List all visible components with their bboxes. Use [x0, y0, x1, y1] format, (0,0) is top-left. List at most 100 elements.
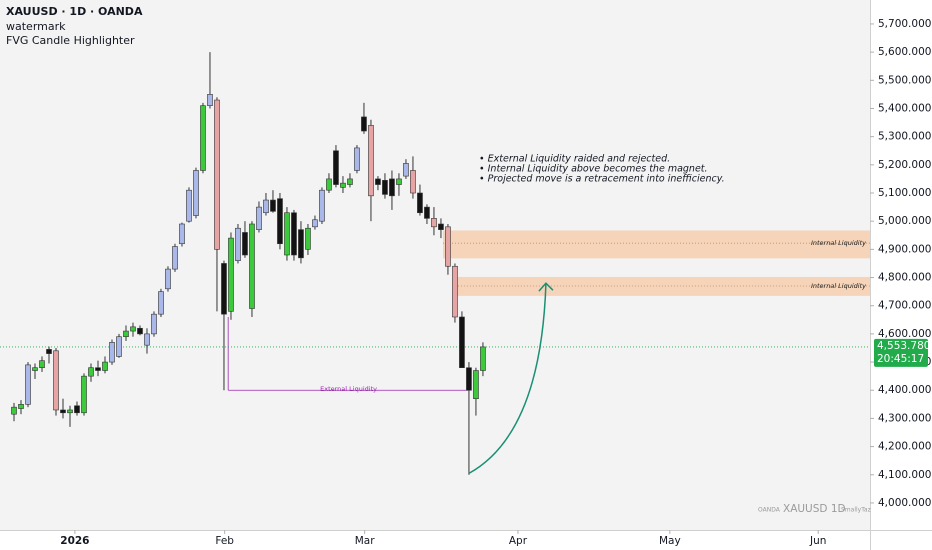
candle-body — [60, 409, 66, 414]
candle-body — [424, 206, 430, 219]
candle-body — [200, 105, 206, 171]
candle-body — [74, 405, 80, 414]
y-tick-label: 5,000.000 — [878, 215, 931, 227]
candle-body — [102, 361, 108, 371]
candle-body — [452, 265, 458, 318]
y-tick-label: 5,600.000 — [878, 46, 931, 58]
x-tick-label: 2026 — [60, 535, 89, 547]
candle-body — [368, 125, 374, 197]
countdown: 20:45:17 — [877, 353, 924, 365]
y-tick-label: 4,800.000 — [878, 272, 931, 284]
candle-body — [396, 178, 402, 185]
y-tick-label: 5,300.000 — [878, 131, 931, 143]
candle-body — [249, 223, 255, 309]
candle-body — [417, 192, 423, 214]
candle-body — [18, 404, 24, 409]
x-tick-label: Feb — [215, 535, 234, 547]
candle-body — [403, 163, 409, 177]
y-tick-label: 4,300.000 — [878, 412, 931, 424]
candle-body — [466, 367, 472, 391]
y-tick-label: 4,000.000 — [878, 497, 931, 509]
candle-body — [284, 212, 290, 256]
plot-background — [0, 0, 870, 530]
candle-body — [186, 189, 192, 222]
candle-body — [67, 409, 73, 414]
candle-body — [242, 232, 248, 256]
y-tick-label: 4,600.000 — [878, 328, 931, 340]
candle-body — [382, 180, 388, 195]
candle-body — [130, 326, 136, 332]
candle-body — [151, 313, 157, 335]
liquidity-label: External Liquidity — [320, 385, 377, 393]
candle-body — [277, 198, 283, 245]
candle-body — [375, 178, 381, 185]
y-tick-label: 5,500.000 — [878, 74, 931, 86]
y-tick-label: 5,700.000 — [878, 18, 931, 30]
candle-body — [459, 316, 465, 369]
note: • External Liquidity raided and rejected… — [479, 154, 670, 165]
candle-body — [305, 227, 311, 250]
watermark: XAUUSD 1D — [783, 503, 846, 515]
candle-body — [389, 178, 395, 197]
candle-body — [25, 364, 31, 405]
candle-body — [319, 189, 325, 222]
candle-body — [326, 178, 332, 191]
candle-body — [179, 223, 185, 245]
candle-body — [263, 199, 269, 214]
candle-body — [445, 226, 451, 267]
y-tick-label: 5,200.000 — [878, 159, 931, 171]
last-price-label: 4,553.780 — [877, 340, 930, 352]
candle-body — [312, 219, 318, 228]
candle-body — [347, 178, 353, 185]
candle-body — [81, 375, 87, 414]
candle-body — [46, 349, 52, 354]
note: • Projected move is a retracement into i… — [479, 174, 725, 185]
candle-body — [410, 170, 416, 194]
candle-body — [235, 227, 241, 261]
watermark: SmallyTaz — [841, 507, 871, 514]
candle-body — [361, 116, 367, 132]
candle-body — [88, 367, 94, 377]
candle-body — [109, 342, 115, 363]
candle-body — [438, 223, 444, 230]
candle-body — [214, 99, 220, 250]
x-tick-label: May — [659, 535, 681, 547]
candle-body — [480, 346, 486, 371]
candle-body — [270, 199, 276, 212]
candle-body — [431, 218, 437, 228]
candle-body — [165, 268, 171, 290]
y-tick-label: 4,100.000 — [878, 469, 931, 481]
projection-arrow — [468, 283, 547, 475]
candle-body — [144, 333, 150, 346]
fvg-zone — [443, 230, 870, 259]
y-tick-label: 4,900.000 — [878, 243, 931, 255]
candle-body — [193, 170, 199, 216]
candle-body — [333, 150, 339, 185]
candle-body — [354, 147, 360, 171]
indicator: FVG Candle Highlighter — [6, 34, 135, 47]
y-tick-label: 5,100.000 — [878, 187, 931, 199]
candle-body — [116, 336, 122, 357]
candle-body — [207, 94, 213, 106]
zone-label: Internal Liquidity — [811, 282, 866, 290]
zone-label: Internal Liquidity — [811, 239, 866, 247]
candle-body — [298, 229, 304, 259]
candle-body — [137, 327, 143, 335]
y-tick-label: 4,400.000 — [878, 384, 931, 396]
last-price-box — [874, 338, 928, 367]
y-tick-label: 5,400.000 — [878, 102, 931, 114]
candle-body — [473, 370, 479, 399]
candle-body — [95, 367, 101, 371]
candle-body — [11, 406, 17, 415]
candle-body — [256, 206, 262, 230]
candle-body — [158, 291, 164, 315]
watermark: OANDA — [758, 507, 781, 514]
candle-body — [53, 350, 59, 411]
candle-body — [291, 212, 297, 256]
note: • Internal Liquidity above becomes the m… — [479, 164, 708, 175]
candle-body — [221, 263, 227, 315]
y-tick-label: 4,200.000 — [878, 441, 931, 453]
y-tick-label: 4,700.000 — [878, 300, 931, 312]
indicator: watermark — [6, 20, 66, 33]
